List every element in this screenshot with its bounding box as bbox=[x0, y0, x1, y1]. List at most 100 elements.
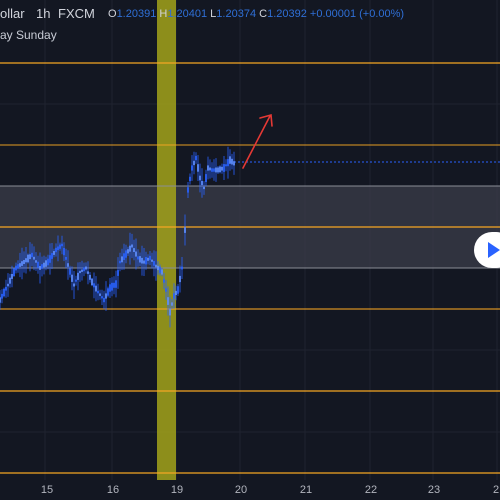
candle-body bbox=[19, 263, 21, 267]
candle-body bbox=[71, 274, 73, 282]
open-label: O bbox=[108, 8, 117, 20]
candle-body bbox=[3, 288, 5, 297]
candle-body bbox=[47, 258, 49, 266]
candle-body bbox=[231, 158, 233, 165]
candle-body bbox=[229, 156, 231, 164]
candle-body bbox=[117, 270, 119, 276]
candle-body bbox=[5, 286, 7, 291]
candle-body bbox=[211, 168, 213, 172]
candle-body bbox=[225, 164, 227, 167]
high-value: 1.20401 bbox=[167, 8, 208, 20]
candle-body bbox=[201, 181, 203, 186]
candle-body bbox=[161, 269, 163, 275]
time-axis[interactable]: 15 16 19 20 21 22 23 2 bbox=[0, 480, 500, 500]
time-tick: 19 bbox=[170, 484, 184, 496]
candle-body bbox=[149, 255, 151, 261]
candle-body bbox=[171, 302, 173, 306]
candle-body bbox=[109, 284, 111, 292]
candle-body bbox=[141, 257, 143, 264]
interval-label[interactable]: 1h bbox=[36, 6, 51, 21]
replay-play-button[interactable] bbox=[474, 232, 500, 268]
candle-body bbox=[169, 308, 171, 316]
chart-canvas[interactable] bbox=[0, 0, 500, 480]
candle-body bbox=[13, 268, 15, 276]
candle-body bbox=[57, 246, 59, 251]
candle-body bbox=[139, 256, 141, 263]
candle-body bbox=[15, 265, 17, 271]
candle-body bbox=[129, 245, 131, 252]
time-tick: 22 bbox=[364, 484, 378, 496]
highlight-band[interactable] bbox=[157, 0, 176, 480]
time-tick: 21 bbox=[299, 484, 313, 496]
candle-body bbox=[49, 255, 51, 263]
candle-body bbox=[63, 248, 65, 256]
candle-body bbox=[127, 249, 129, 254]
candle-body bbox=[155, 264, 157, 268]
change-value: +0.00001 (+0.00%) bbox=[309, 8, 405, 20]
candle-body bbox=[89, 274, 91, 280]
candle-body bbox=[123, 253, 125, 260]
candle-body bbox=[51, 253, 53, 259]
close-label: C bbox=[259, 8, 268, 20]
data-source-label: FXCM bbox=[58, 6, 95, 21]
candle-body bbox=[213, 168, 215, 172]
candle-body bbox=[227, 159, 229, 167]
candle-body bbox=[175, 290, 177, 295]
candle-body bbox=[223, 164, 225, 172]
candle-body bbox=[133, 248, 135, 252]
candle-body bbox=[137, 256, 139, 260]
candle-body bbox=[143, 260, 145, 264]
candle-body bbox=[121, 256, 123, 263]
candle-body bbox=[125, 250, 127, 258]
candle-body bbox=[53, 251, 55, 255]
close-value: 1.20392 bbox=[267, 8, 307, 20]
time-tick: 16 bbox=[106, 484, 120, 496]
candle-body bbox=[193, 160, 195, 166]
chart-header: ollar 1h FXCM O1.20391 H1.20401 L1.20374… bbox=[0, 0, 500, 48]
candle-body bbox=[39, 266, 41, 270]
candle-body bbox=[157, 265, 159, 271]
candle-body bbox=[31, 252, 33, 258]
candle-body bbox=[87, 271, 89, 274]
candlestick-series[interactable] bbox=[0, 146, 235, 328]
candle-body bbox=[181, 266, 183, 270]
candle-body bbox=[41, 264, 43, 269]
time-tick: 23 bbox=[427, 484, 441, 496]
candle-body bbox=[7, 283, 9, 287]
candle-body bbox=[147, 257, 149, 261]
high-label: H bbox=[159, 8, 168, 20]
candle-body bbox=[165, 288, 167, 292]
open-value: 1.20391 bbox=[116, 8, 157, 20]
candle-body bbox=[81, 269, 83, 272]
candle-body bbox=[61, 243, 63, 247]
candle-body bbox=[85, 266, 87, 270]
candle-body bbox=[131, 244, 133, 248]
candle-body bbox=[103, 297, 105, 303]
candle-body bbox=[115, 280, 117, 288]
candle-body bbox=[191, 165, 193, 171]
candle-body bbox=[135, 251, 137, 257]
candle-body bbox=[189, 176, 191, 182]
candle-body bbox=[145, 257, 147, 265]
candle-body bbox=[187, 187, 189, 193]
candle-body bbox=[59, 244, 61, 249]
candle-body bbox=[97, 290, 99, 294]
ohlc-readout: O1.20391 H1.20401 L1.20374 C1.20392 +0.0… bbox=[108, 8, 404, 20]
low-label: L bbox=[210, 8, 217, 20]
candle-body bbox=[25, 258, 27, 263]
arrow-up-right-icon[interactable] bbox=[242, 113, 273, 169]
candle-body bbox=[199, 175, 201, 181]
play-icon bbox=[488, 242, 500, 258]
candle-body bbox=[11, 274, 13, 279]
candle-body bbox=[77, 272, 79, 280]
candle-body bbox=[55, 247, 57, 253]
candle-body bbox=[205, 174, 207, 182]
candle-body bbox=[177, 286, 179, 294]
candle-body bbox=[159, 266, 161, 274]
candle-body bbox=[163, 279, 165, 283]
candle-body bbox=[119, 260, 121, 264]
candle-body bbox=[29, 254, 31, 260]
symbol-name[interactable]: ollar bbox=[0, 6, 25, 21]
candle-body bbox=[73, 283, 75, 287]
